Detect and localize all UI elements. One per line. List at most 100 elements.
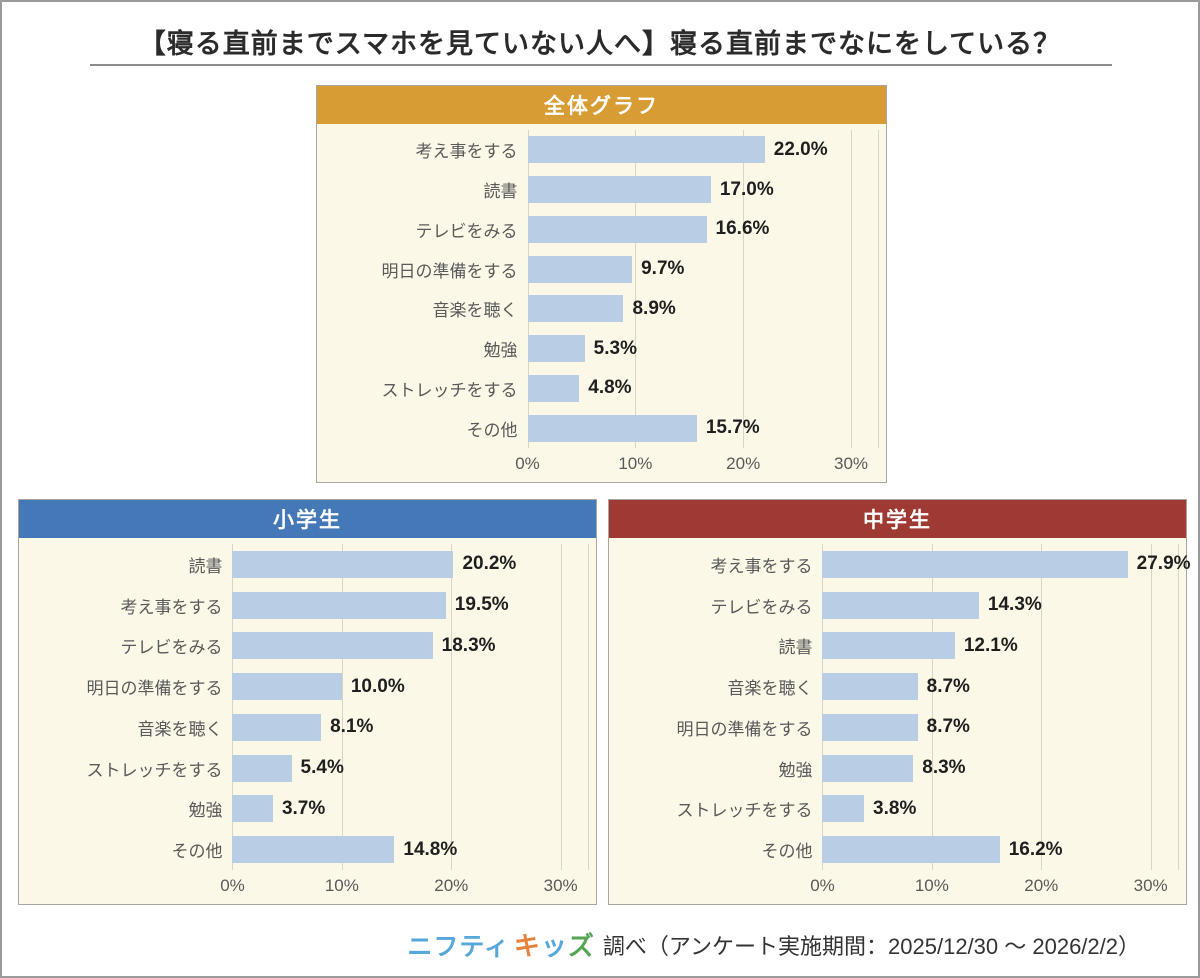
bar-row: その他 14.8% (19, 829, 596, 870)
gridline (1041, 544, 1043, 870)
bar (232, 591, 446, 619)
bar-row: 音楽を聴く 8.1% (19, 707, 596, 748)
bar-row: テレビをみる 14.3% (609, 585, 1186, 626)
chart-panel-overall: 全体グラフ 考え事をする 22.0% 読書 17.0% テレビをみる 16.6% 明日の準備を… (316, 85, 887, 483)
value-label: 5.3% (593, 337, 637, 359)
gridline (878, 130, 879, 448)
category-label: 勉強 (188, 801, 223, 821)
category-label: テレビをみる (120, 638, 223, 658)
kids-logo-char: キ (513, 931, 541, 961)
value-label: 8.7% (926, 716, 970, 738)
bar (822, 713, 918, 741)
value-label: 18.3% (441, 634, 496, 656)
bar-row: 明日の準備をする 9.7% (317, 249, 886, 289)
x-axis: 0% 10% 20% 30% (19, 870, 596, 904)
bar-track: 10.0% (232, 673, 588, 701)
axis-spacer (317, 448, 528, 482)
gridline (635, 130, 637, 448)
value-label: 17.0% (719, 178, 774, 200)
bar-row: 明日の準備をする 8.7% (609, 707, 1186, 748)
category-label: ストレッチをする (381, 380, 518, 400)
bar (527, 374, 580, 402)
axis-tick-area: 0% 10% 20% 30% (810, 870, 1178, 904)
x-axis: 0% 10% 20% 30% (317, 448, 886, 482)
bar-row: その他 15.7% (317, 408, 886, 448)
axis-tick-label: 0% (220, 876, 245, 895)
nifty-logo-text: ニフティ (407, 933, 510, 961)
value-label: 8.7% (926, 675, 970, 697)
category-label: 音楽を聴く (727, 679, 813, 699)
bar-rows: 読書 20.2% 考え事をする 19.5% テレビをみる 18.3% 明日の準備をする 10.… (19, 544, 596, 870)
bar-track: 12.1% (822, 632, 1178, 660)
gridline (560, 544, 562, 870)
bar (822, 632, 955, 660)
axis-tick-label: 30% (543, 876, 578, 895)
category-label: 明日の準備をする (676, 719, 813, 739)
bar-track: 16.6% (527, 215, 878, 243)
bar-track: 4.8% (527, 374, 878, 402)
survey-period-text: 調べ（アンケート実施期間：2025/12/30 ～ 2026/2/2） (602, 933, 1140, 959)
page-title: 【寝る直前までスマホを見ていない人へ】寝る直前までなにをしている？ (138, 29, 1062, 59)
bar (822, 550, 1128, 578)
kids-logo-char: ッ (540, 931, 568, 961)
gridline (588, 544, 589, 870)
value-label: 14.8% (403, 838, 458, 860)
category-label: ストレッチをする (86, 760, 223, 780)
bar-row: 考え事をする 27.9% (609, 544, 1191, 585)
bar-track: 14.8% (232, 836, 588, 864)
bar-row: 勉強 3.7% (19, 789, 596, 830)
bar (232, 754, 292, 782)
bar (527, 255, 633, 283)
bar (232, 550, 454, 578)
category-label: 音楽を聴く (137, 719, 223, 739)
bar (527, 295, 624, 323)
gridline (1178, 544, 1179, 870)
value-label: 16.6% (715, 218, 770, 240)
bar (822, 795, 865, 823)
value-label: 8.1% (330, 716, 374, 738)
category-label: 考え事をする (710, 556, 813, 576)
axis-tick-label: 10% (324, 876, 359, 895)
kids-logo-char: ズ (567, 931, 595, 961)
gridline (851, 130, 853, 448)
axis-tick-label: 20% (726, 454, 761, 473)
value-label: 5.4% (300, 757, 344, 779)
bar-rows: 考え事をする 27.9% テレビをみる 14.3% 読書 12.1% 音楽を聴く 8.7% 明日… (609, 544, 1191, 870)
gridline (931, 544, 933, 870)
bar-track: 14.3% (822, 591, 1178, 619)
bar-track: 18.3% (232, 632, 588, 660)
chart-title: 中学生 (609, 500, 1186, 538)
category-label: その他 (466, 420, 518, 440)
bar (527, 335, 585, 363)
kids-logo-text: キッズ (514, 926, 595, 963)
gridline (822, 544, 824, 870)
category-label: テレビをみる (415, 221, 518, 241)
axis-tick-label: 30% (1133, 876, 1168, 895)
chart-plot-area: 読書 20.2% 考え事をする 19.5% テレビをみる 18.3% 明日の準備をする 10.… (19, 538, 596, 904)
value-label: 19.5% (454, 594, 509, 616)
bar-track: 19.5% (232, 591, 588, 619)
gridline (451, 544, 453, 870)
bar-track: 9.7% (527, 255, 878, 283)
bar-track: 5.4% (232, 754, 588, 782)
chart-panel-elementary: 小学生 読書 20.2% 考え事をする 19.5% テレビをみる 18.3% 明日の準備をする… (18, 499, 597, 905)
bar-row: ストレッチをする 5.4% (19, 748, 596, 789)
bar-row: テレビをみる 18.3% (19, 626, 596, 667)
gridline (743, 130, 745, 448)
grid-layer (232, 544, 589, 870)
category-label: 読書 (778, 638, 813, 658)
axis-tick-label: 0% (515, 454, 540, 473)
bar-row: 読書 12.1% (609, 626, 1186, 667)
bar-track: 22.0% (527, 136, 878, 164)
category-label: 勉強 (483, 341, 518, 361)
title-underline (90, 64, 1112, 66)
bar-track: 8.3% (822, 754, 1178, 782)
bar-row: ストレッチをする 3.8% (609, 789, 1186, 830)
bar-track: 27.9% (822, 550, 1191, 578)
category-label: その他 (761, 842, 813, 862)
axis-spacer (19, 870, 232, 904)
bar-rows: 考え事をする 22.0% 読書 17.0% テレビをみる 16.6% 明日の準備をする 9.7… (317, 130, 886, 448)
bar (527, 215, 707, 243)
axis-tick-label: 20% (434, 876, 469, 895)
